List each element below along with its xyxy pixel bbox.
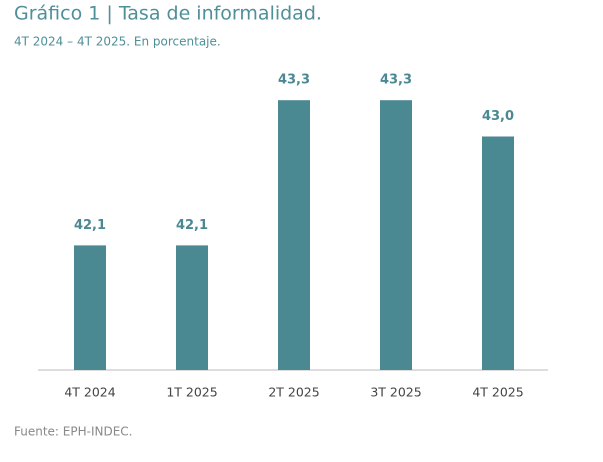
bar xyxy=(278,100,310,370)
bar xyxy=(380,100,412,370)
chart-title: Gráfico 1 | Tasa de informalidad. xyxy=(14,3,322,25)
value-label: 43,3 xyxy=(380,73,412,88)
value-label: 42,1 xyxy=(74,218,106,233)
x-tick-label: 4T 2025 xyxy=(472,385,523,400)
bar xyxy=(74,245,106,370)
x-tick-label: 1T 2025 xyxy=(166,385,217,400)
x-tick-label: 4T 2024 xyxy=(64,385,115,400)
value-label: 43,0 xyxy=(482,109,514,124)
value-label: 43,3 xyxy=(278,73,310,88)
value-label: 42,1 xyxy=(176,218,208,233)
x-tick-label: 2T 2025 xyxy=(268,385,319,400)
source: Fuente: EPH-INDEC. xyxy=(14,425,133,439)
bar xyxy=(176,245,208,370)
bar xyxy=(482,136,514,370)
chart-subtitle: 4T 2024 – 4T 2025. En porcentaje. xyxy=(14,35,221,49)
x-tick-label: 3T 2025 xyxy=(370,385,421,400)
